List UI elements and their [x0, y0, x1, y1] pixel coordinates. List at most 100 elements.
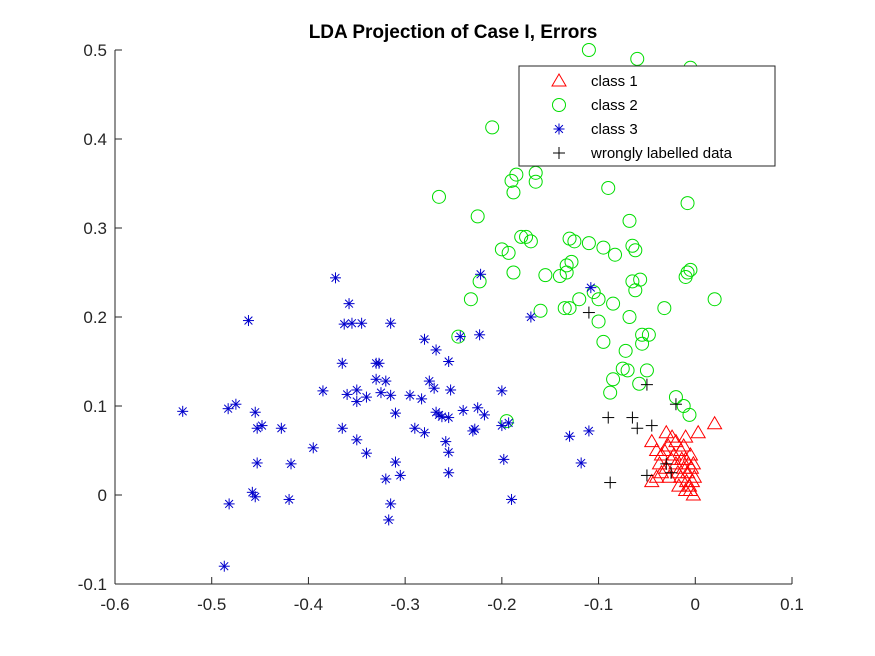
- y-tick-label: 0.1: [83, 397, 107, 416]
- data-point: [443, 467, 455, 479]
- data-point: [356, 317, 368, 329]
- data-point: [373, 357, 385, 369]
- legend-marker: [553, 123, 565, 135]
- data-point: [389, 407, 401, 419]
- data-point: [404, 389, 416, 401]
- data-point: [433, 409, 445, 421]
- data-point: [496, 385, 508, 397]
- legend-label: class 1: [591, 73, 638, 90]
- data-point: [641, 327, 656, 342]
- data-point: [445, 384, 457, 396]
- data-point: [683, 460, 700, 474]
- data-point: [475, 268, 487, 280]
- data-point: [668, 433, 684, 448]
- data-point: [632, 376, 647, 391]
- data-point: [562, 301, 577, 316]
- data-point: [608, 247, 623, 262]
- data-point: [639, 363, 654, 378]
- data-point: [591, 314, 606, 329]
- data-point: [177, 405, 189, 417]
- legend-marker: [553, 147, 565, 159]
- data-point: [431, 189, 446, 204]
- data-point: [246, 486, 258, 498]
- data-point: [670, 478, 687, 492]
- data-point: [394, 469, 406, 481]
- data-point: [499, 414, 514, 429]
- data-point: [675, 438, 692, 452]
- data-point: [626, 411, 639, 424]
- data-point: [430, 344, 442, 356]
- data-point: [664, 429, 680, 443]
- data-point: [478, 409, 490, 421]
- x-tick-label: -0.1: [584, 595, 613, 614]
- x-tick-label: 0.1: [780, 595, 804, 614]
- data-point: [380, 375, 392, 387]
- axes: -0.6 -0.5 -0.4 -0.3 -0.2 -0.1 0 0.1 -0.1 0 0.1 0.2 0…: [78, 41, 804, 614]
- data-point: [218, 560, 230, 572]
- data-point: [360, 447, 372, 459]
- x-tick-label: -0.4: [294, 595, 323, 614]
- data-point: [635, 336, 650, 351]
- x-tick-label: -0.6: [100, 595, 129, 614]
- data-point: [669, 398, 682, 411]
- data-point: [498, 453, 510, 465]
- data-point: [682, 482, 699, 497]
- data-point: [249, 491, 261, 503]
- data-point: [457, 404, 469, 416]
- x-tick-label: -0.3: [390, 595, 419, 614]
- data-point: [538, 268, 553, 283]
- data-point: [251, 457, 263, 469]
- data-point: [506, 265, 521, 280]
- data-point: [317, 385, 329, 397]
- chart-title: LDA Projection of Case I, Errors: [309, 22, 598, 43]
- data-point: [375, 387, 387, 399]
- data-point: [591, 292, 606, 307]
- data-point: [628, 243, 643, 258]
- legend: class 1 class 2 class 3 wrongly labelled da…: [518, 65, 776, 167]
- data-point: [581, 43, 596, 57]
- data-point: [501, 245, 516, 260]
- data-point: [528, 174, 543, 189]
- data-point: [506, 493, 518, 505]
- data-point: [665, 466, 678, 479]
- data-point: [572, 292, 587, 307]
- data-point: [275, 422, 287, 434]
- data-point: [643, 433, 660, 448]
- data-point: [533, 303, 548, 318]
- data-point: [586, 285, 601, 300]
- data-point: [683, 262, 698, 277]
- data-point: [330, 272, 342, 284]
- data-point: [443, 412, 455, 424]
- data-point: [673, 451, 690, 465]
- legend-box: [518, 65, 776, 167]
- data-point: [418, 427, 430, 439]
- data-point: [380, 473, 392, 485]
- data-point: [707, 292, 722, 307]
- data-point: [496, 420, 508, 432]
- data-point: [622, 213, 637, 228]
- data-point: [559, 258, 574, 273]
- data-point: [525, 311, 537, 323]
- data-point: [440, 436, 452, 448]
- data-point: [249, 406, 261, 418]
- data-point: [625, 274, 640, 289]
- x-tick-label: -0.5: [197, 595, 226, 614]
- data-point: [682, 407, 697, 422]
- data-point: [416, 393, 428, 405]
- data-point: [343, 298, 355, 310]
- data-point: [443, 446, 455, 458]
- data-point: [585, 282, 597, 294]
- data-point: [307, 442, 319, 454]
- x-tick-label: -0.2: [487, 595, 516, 614]
- data-point: [242, 315, 254, 327]
- data-point: [678, 473, 695, 488]
- data-point: [559, 265, 574, 280]
- data-point: [509, 167, 524, 182]
- data-point: [633, 272, 648, 287]
- data-point: [631, 422, 644, 435]
- data-point: [645, 419, 658, 432]
- data-point: [285, 458, 297, 470]
- y-tick-label: -0.1: [78, 575, 107, 594]
- data-point: [519, 229, 534, 244]
- data-point: [640, 469, 653, 482]
